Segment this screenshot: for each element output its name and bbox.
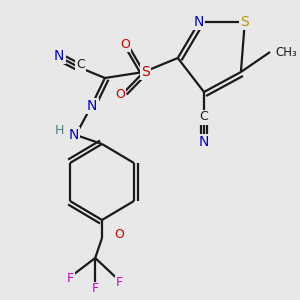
- Text: H: H: [55, 124, 64, 137]
- Text: N: N: [87, 99, 98, 113]
- Text: N: N: [69, 128, 79, 142]
- Text: O: O: [116, 88, 125, 101]
- Text: N: N: [194, 15, 204, 29]
- Text: N: N: [199, 135, 209, 149]
- Text: F: F: [92, 283, 99, 296]
- Text: N: N: [54, 49, 64, 63]
- Text: O: O: [120, 38, 130, 50]
- Text: C: C: [200, 110, 208, 124]
- Text: S: S: [240, 15, 249, 29]
- Text: F: F: [66, 272, 74, 286]
- Text: O: O: [115, 229, 124, 242]
- Text: CH₃: CH₃: [275, 46, 297, 59]
- Text: F: F: [116, 275, 123, 289]
- Text: C: C: [76, 58, 85, 71]
- Text: S: S: [141, 65, 150, 79]
